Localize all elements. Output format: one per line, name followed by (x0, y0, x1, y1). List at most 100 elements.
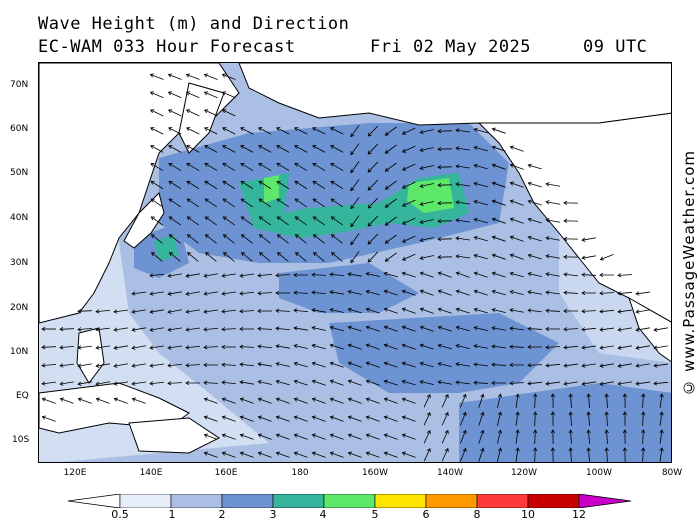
direction-arrowhead (59, 345, 64, 350)
direction-arrow (259, 216, 271, 226)
direction-arrowhead (347, 289, 352, 295)
direction-arrow (258, 145, 272, 153)
direction-arrow (114, 327, 128, 331)
direction-arrowhead (545, 290, 550, 295)
direction-arrowhead (401, 415, 406, 420)
direction-arrow (258, 398, 272, 404)
direction-arrowhead (311, 433, 316, 438)
direction-arrow (258, 363, 272, 367)
direction-arrow (456, 183, 470, 187)
direction-arrowhead (383, 415, 388, 420)
direction-arrowhead (168, 163, 173, 167)
direction-arrowhead (384, 203, 389, 208)
direction-arrow (150, 163, 164, 171)
direction-arrow (114, 363, 128, 367)
direction-arrow (350, 251, 360, 263)
direction-arrow (492, 272, 506, 278)
direction-arrowhead (401, 271, 406, 276)
direction-arrowhead (491, 289, 496, 294)
direction-arrowhead (365, 325, 370, 330)
lat-label-40n: 40N (10, 213, 29, 223)
direction-arrow (132, 309, 146, 313)
direction-arrow (42, 416, 56, 422)
direction-arrowhead (168, 234, 173, 239)
direction-arrow (239, 363, 255, 367)
direction-arrow (420, 183, 434, 187)
lat-label-50n: 50N (10, 168, 29, 178)
direction-arrow (350, 233, 360, 245)
direction-arrow (348, 344, 362, 350)
direction-arrow (204, 416, 218, 422)
direction-arrowhead (347, 451, 352, 456)
direction-arrow (384, 416, 398, 422)
direction-arrow (78, 363, 92, 367)
wave-zone-2-3m-southeast (459, 383, 671, 462)
direction-arrowhead (473, 325, 478, 331)
direction-arrowhead (437, 236, 442, 242)
direction-arrowhead (186, 145, 191, 149)
direction-arrowhead (365, 289, 370, 294)
direction-arrowhead (239, 433, 244, 438)
direction-arrow (384, 344, 398, 350)
direction-arrowhead (239, 397, 244, 402)
direction-arrow (222, 180, 236, 190)
direction-arrowhead (473, 362, 478, 367)
direction-arrowhead (239, 309, 244, 314)
direction-arrowhead (545, 363, 550, 368)
direction-arrowhead (203, 415, 208, 420)
direction-arrow (258, 198, 272, 208)
direction-arrow (132, 327, 146, 331)
direction-arrowhead (293, 308, 298, 313)
direction-arrow (384, 434, 398, 440)
direction-arrow (366, 362, 380, 368)
direction-arrow (241, 252, 253, 262)
direction-arrowhead (527, 253, 532, 258)
direction-arrow (77, 310, 93, 312)
direction-arrow (456, 363, 470, 367)
direction-arrow (582, 255, 596, 259)
direction-arrow (313, 252, 325, 262)
direction-arrow (204, 198, 218, 208)
direction-arrowhead (347, 307, 352, 312)
direction-arrow (510, 327, 524, 331)
philippines-islands (76, 327, 105, 384)
direction-arrowhead (635, 291, 640, 296)
direction-arrow (42, 381, 56, 385)
direction-arrowhead (150, 180, 155, 185)
direction-arrow (366, 290, 380, 296)
direction-arrowhead (203, 73, 209, 78)
direction-arrowhead (473, 253, 478, 258)
direction-arrowhead (491, 217, 496, 222)
direction-arrowhead (419, 147, 424, 153)
direction-arrow (420, 362, 434, 368)
direction-arrowhead (365, 271, 370, 277)
lon-label-80w: 80W (661, 468, 683, 478)
direction-arrow (474, 308, 488, 314)
direction-arrow (132, 381, 146, 385)
direction-arrow (534, 429, 536, 445)
direction-arrowhead (257, 451, 262, 456)
direction-arrow (402, 290, 416, 296)
direction-arrow (258, 127, 272, 135)
direction-arrowhead (185, 345, 190, 350)
direction-arrow (659, 430, 663, 444)
direction-arrowhead (312, 145, 317, 149)
direction-arrow (420, 290, 434, 296)
direction-arrowhead (384, 167, 389, 172)
direction-arrow (582, 345, 596, 349)
direction-arrowhead (581, 345, 586, 350)
direction-arrow (438, 344, 452, 350)
lat-label-60n: 60N (10, 124, 29, 134)
direction-arrowhead (509, 344, 514, 349)
direction-arrowhead (293, 379, 298, 384)
direction-arrow (350, 125, 360, 137)
direction-arrow (312, 380, 326, 386)
direction-arrowhead (383, 271, 388, 276)
direction-arrowhead (59, 327, 64, 332)
direction-arrow (546, 201, 560, 205)
direction-arrowhead (222, 234, 227, 239)
direction-arrowhead (77, 327, 82, 332)
direction-arrowhead (149, 363, 154, 368)
direction-arrowhead (131, 309, 136, 314)
direction-arrow (168, 109, 182, 117)
